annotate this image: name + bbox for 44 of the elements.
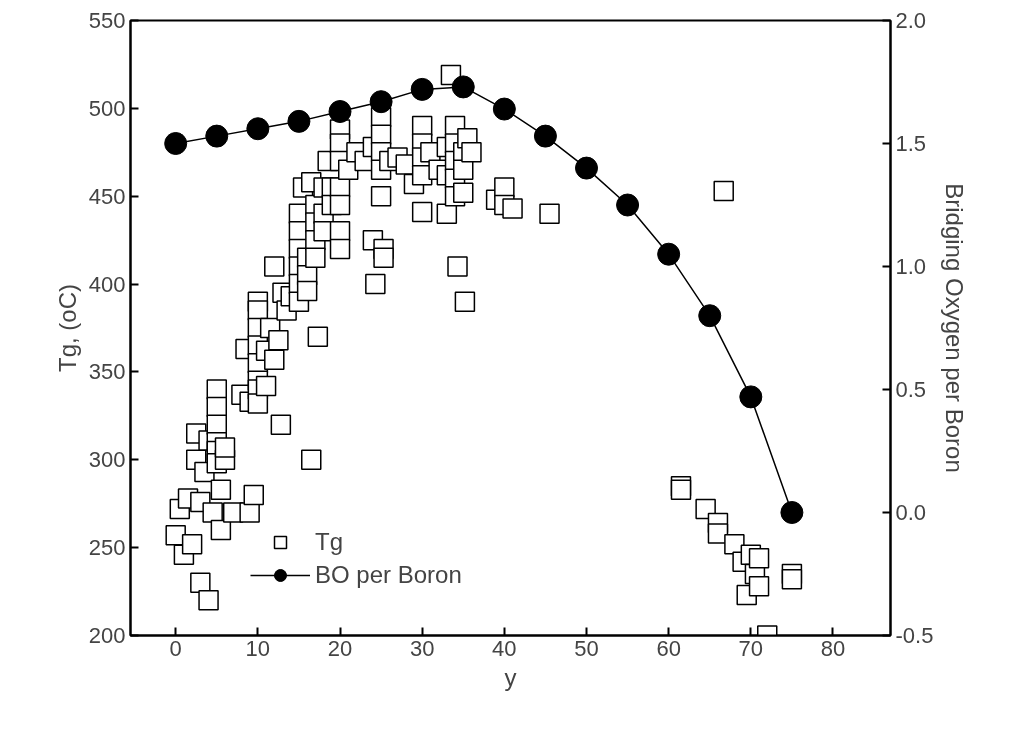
y2-axis-title: Bridging Oxygen per Boron <box>941 183 969 473</box>
x-tick-label: 50 <box>574 635 599 661</box>
x-tick-label: 70 <box>738 635 764 661</box>
y-tick-label: 400 <box>88 271 126 297</box>
x-tick-label: 60 <box>656 635 681 661</box>
y2-tick-label: 0.0 <box>895 500 927 525</box>
y2-tick-label: -0.5 <box>895 623 934 648</box>
y-tick-label: 550 <box>88 8 126 33</box>
legend-label: BO per Boron <box>315 561 462 589</box>
y2-tick-label: 0.5 <box>895 377 927 402</box>
point <box>616 193 640 217</box>
point <box>205 124 229 148</box>
point <box>739 385 763 409</box>
y-tick-label: 450 <box>88 183 126 209</box>
y2-tick-label: 2.0 <box>895 8 927 33</box>
point <box>780 501 804 524</box>
y-tick-label: 500 <box>88 95 126 121</box>
point <box>369 90 393 114</box>
point <box>492 97 516 121</box>
x-tick-label: 10 <box>245 635 271 661</box>
x-tick-label: 0 <box>169 635 182 661</box>
y-tick-label: 300 <box>88 447 126 473</box>
y-tick-label: 250 <box>88 535 126 561</box>
x-tick-label: 20 <box>327 635 353 661</box>
y-tick-label: 350 <box>88 359 126 385</box>
point <box>698 304 722 328</box>
x-tick-label: 80 <box>820 635 846 661</box>
point <box>410 77 434 101</box>
point <box>657 242 681 266</box>
legend-label: Tg <box>315 528 344 556</box>
x-axis-title: y <box>504 663 517 691</box>
y-axis-title: Tg, (oC) <box>53 283 81 372</box>
point <box>164 132 188 155</box>
y2-tick-label: 1.0 <box>895 254 927 279</box>
point <box>287 109 311 133</box>
x-tick-label: 30 <box>409 635 435 661</box>
point <box>328 100 352 123</box>
point <box>246 117 270 141</box>
point <box>575 156 598 180</box>
y2-tick-label: 1.5 <box>895 131 927 156</box>
point <box>533 124 557 148</box>
point <box>451 75 475 99</box>
x-tick-label: 40 <box>492 635 517 661</box>
y-tick-label: 200 <box>88 623 126 648</box>
